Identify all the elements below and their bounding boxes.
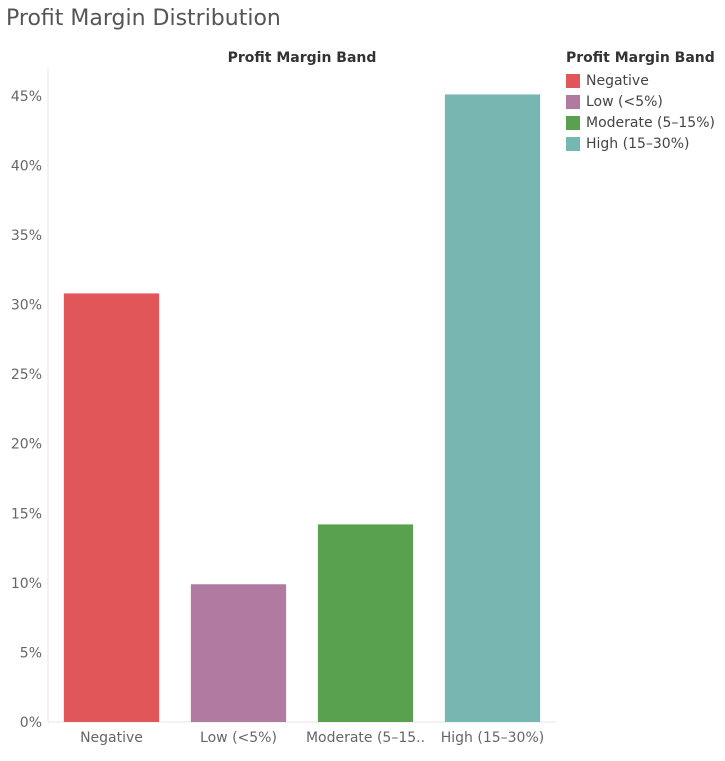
- legend-label: Moderate (5–15%): [586, 114, 715, 131]
- bar[interactable]: [444, 94, 541, 723]
- x-tick-label: Negative: [80, 730, 143, 746]
- y-axis: 0% 5% 10% 15% 20% 25% 30% 35% 40% 45%: [11, 89, 42, 731]
- page-title: Profit Margin Distribution: [6, 6, 281, 31]
- legend-item[interactable]: Low (<5%): [566, 91, 715, 112]
- legend-swatch: [566, 94, 580, 109]
- y-tick-label: 15%: [11, 506, 42, 522]
- bar-chart: Profit Margin Band 0% 5% 10% 15% 20% 25% 30% 35…: [11, 50, 556, 746]
- y-tick-label: 0%: [20, 715, 42, 731]
- y-tick-label: 40%: [11, 158, 42, 174]
- x-axis: Negative Low (<5%) Moderate (5–15.. High (1…: [80, 730, 544, 746]
- y-tick-label: 10%: [11, 576, 42, 592]
- bars-group: [63, 94, 541, 723]
- y-tick-label: 35%: [11, 228, 42, 244]
- legend-label: High (15–30%): [586, 135, 690, 152]
- legend-label: Low (<5%): [586, 93, 663, 110]
- x-tick-label: Low (<5%): [200, 730, 277, 746]
- y-tick-label: 5%: [20, 645, 42, 661]
- legend-item[interactable]: Moderate (5–15%): [566, 112, 715, 133]
- y-tick-label: 30%: [11, 298, 42, 314]
- legend-label: Negative: [586, 72, 649, 89]
- legend-swatch: [566, 115, 580, 130]
- legend: Profit Margin Band Negative Low (<5%) Mode…: [566, 50, 715, 154]
- bar[interactable]: [317, 524, 414, 722]
- legend-items: Negative Low (<5%) Moderate (5–15%) High (1…: [566, 70, 715, 154]
- legend-swatch: [566, 73, 580, 88]
- x-tick-label: High (15–30%): [441, 730, 544, 746]
- y-tick-label: 25%: [11, 367, 42, 383]
- y-tick-label: 45%: [11, 89, 42, 105]
- bar[interactable]: [190, 584, 287, 722]
- legend-title: Profit Margin Band: [566, 50, 715, 66]
- legend-item[interactable]: Negative: [566, 70, 715, 91]
- y-tick-label: 20%: [11, 437, 42, 453]
- x-tick-label: Moderate (5–15..: [306, 730, 425, 746]
- bar[interactable]: [63, 293, 160, 722]
- legend-swatch: [566, 136, 580, 151]
- chart-header: Profit Margin Band: [228, 50, 377, 66]
- legend-item[interactable]: High (15–30%): [566, 133, 715, 154]
